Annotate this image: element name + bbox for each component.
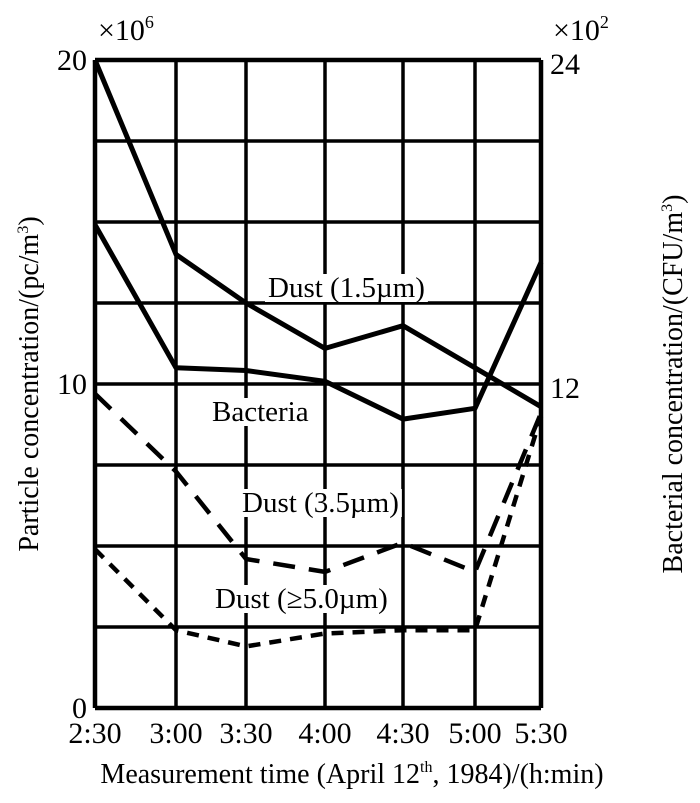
y-left-tick-label: 20 <box>57 44 87 77</box>
series-line <box>93 415 544 649</box>
x-tick-label: 2:30 <box>68 717 121 750</box>
y-left-tick-label: 0 <box>72 692 87 725</box>
series-label: Dust (3.5µm) <box>242 487 399 519</box>
series-lines <box>92 59 544 649</box>
axis-ticks: 2:30 3:00 3:30 4:00 4:30 5:00 5:30 0 10 20 12 24 <box>57 44 580 750</box>
series-line <box>92 59 543 409</box>
y-axis-left-title: Particle concentration/(pc/m3) <box>14 216 45 551</box>
series-labels: Dust (1.5µm) Bacteria Dust (3.5µm) Dust (≥5… <box>209 272 428 615</box>
left-axis-multiplier: ×106 <box>98 12 154 47</box>
series-label: Bacteria <box>212 396 309 428</box>
x-tick-label: 4:00 <box>298 717 351 750</box>
series-label: Dust (1.5µm) <box>268 272 425 304</box>
x-tick-label: 5:00 <box>448 717 501 750</box>
y-axis-right-title: Bacterial concentration/(CFU/m3) <box>658 195 689 574</box>
y-left-tick-label: 10 <box>57 368 87 401</box>
y-right-tick-label: 12 <box>550 372 580 405</box>
series-line <box>92 223 544 422</box>
x-tick-label: 3:00 <box>149 717 202 750</box>
series-label-background <box>265 274 428 302</box>
series-label-background <box>212 585 391 613</box>
series-label-background <box>239 489 402 517</box>
x-tick-label: 4:30 <box>376 717 429 750</box>
right-axis-multiplier: ×102 <box>553 12 609 47</box>
series-label-background <box>209 398 312 426</box>
x-tick-label: 3:30 <box>219 717 272 750</box>
series-line <box>93 392 544 575</box>
x-tick-label: 5:30 <box>514 717 567 750</box>
x-axis-title: Measurement time (April 12th, 1984)/(h:m… <box>100 759 603 790</box>
y-right-tick-label: 24 <box>550 48 580 81</box>
series-label: Dust (≥5.0µm) <box>215 583 388 615</box>
